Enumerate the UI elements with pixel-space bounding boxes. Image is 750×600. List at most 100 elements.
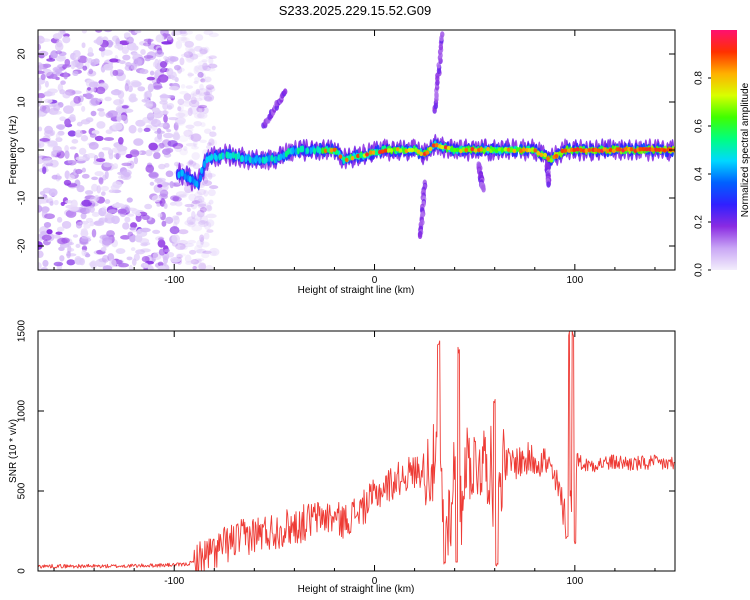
noise-blob: [129, 149, 140, 158]
snr-y-tick-label: 500: [17, 482, 28, 499]
noise-blob: [194, 244, 203, 254]
ridge-blob: [350, 156, 355, 161]
noise-blob: [131, 81, 142, 87]
noise-blob: [205, 213, 217, 219]
noise-blob: [119, 60, 126, 65]
noise-blob: [94, 135, 104, 142]
ridge-blob: [654, 147, 659, 152]
noise-blob: [98, 110, 106, 117]
noise-blob: [190, 90, 202, 98]
noise-blob: [95, 30, 103, 33]
noise-blob: [103, 137, 115, 141]
noise-blob: [88, 261, 96, 267]
ridge-blob: [608, 147, 613, 153]
noise-blob: [88, 141, 99, 150]
noise-blob: [38, 70, 45, 75]
noise-blob: [38, 126, 43, 132]
noise-blob: [66, 250, 71, 259]
noise-blob: [198, 92, 208, 101]
noise-blob: [107, 110, 118, 118]
noise-blob: [156, 202, 161, 207]
snr-series-line: [38, 331, 675, 571]
noise-blob: [179, 245, 188, 250]
ridge-blob: [557, 151, 562, 156]
noise-blob: [41, 234, 52, 241]
noise-blob: [192, 92, 198, 97]
spectrogram-noise-region: [38, 30, 220, 270]
noise-blob: [50, 151, 57, 158]
noise-blob: [193, 213, 203, 221]
noise-blob: [187, 73, 194, 77]
noise-blob: [116, 145, 128, 152]
noise-blob: [140, 49, 146, 55]
noise-blob: [102, 265, 113, 270]
noise-blob: [171, 234, 181, 244]
ridge-blob: [359, 153, 364, 158]
noise-blob: [124, 83, 129, 92]
ridge-blob: [205, 156, 209, 164]
noise-blob: [91, 211, 100, 217]
noise-blob: [133, 156, 139, 165]
noise-blob: [163, 132, 174, 139]
ridge-blob: [279, 153, 283, 161]
noise-blob: [177, 239, 188, 246]
noise-blob: [167, 140, 178, 147]
noise-blob: [159, 94, 170, 99]
noise-blob: [91, 228, 97, 238]
noise-blob: [65, 209, 77, 218]
noise-blob: [144, 203, 153, 210]
ridge-blob: [473, 148, 478, 153]
noise-blob: [192, 162, 200, 170]
snr-y-tick-label: 0: [17, 568, 28, 574]
noise-blob: [104, 212, 113, 218]
noise-blob: [55, 132, 61, 140]
noise-blob: [201, 180, 213, 186]
noise-blob: [63, 71, 68, 80]
ridge-blob: [419, 151, 424, 157]
noise-blob: [44, 80, 49, 88]
noise-blob: [88, 81, 99, 88]
noise-blob: [187, 161, 197, 168]
noise-blob: [206, 229, 214, 233]
noise-blob: [169, 56, 179, 62]
noise-blob: [175, 119, 186, 126]
ridge-blob: [611, 148, 616, 154]
ridge-blob: [431, 143, 436, 148]
ridge-blob: [446, 145, 451, 151]
noise-blob: [113, 153, 122, 159]
noise-blob: [196, 112, 208, 119]
spectrogram-y-tick-label: 20: [17, 48, 28, 60]
spectrogram-main-ridge: [175, 133, 675, 192]
noise-blob: [144, 90, 152, 99]
ridge-blob: [587, 147, 592, 153]
noise-blob: [175, 211, 183, 216]
noise-blob: [39, 138, 51, 142]
noise-blob: [205, 204, 213, 212]
noise-blob: [184, 203, 195, 208]
ridge-blob: [522, 147, 526, 152]
noise-blob: [198, 219, 206, 225]
noise-blob: [54, 42, 64, 52]
ridge-blob: [195, 180, 199, 188]
noise-blob: [188, 193, 197, 202]
ridge-blob: [291, 147, 295, 155]
noise-blob: [57, 83, 64, 92]
noise-blob: [87, 47, 94, 56]
noise-blob: [187, 71, 193, 78]
noise-blob: [211, 250, 217, 256]
noise-blob: [203, 91, 211, 96]
noise-blob: [65, 199, 73, 204]
noise-blob: [183, 184, 193, 194]
ridge-blob: [309, 147, 313, 155]
noise-blob: [38, 110, 42, 118]
noise-blob: [112, 163, 119, 169]
colorbar-gradient: [711, 30, 737, 270]
noise-blob: [127, 231, 134, 237]
noise-blob: [194, 191, 203, 198]
ridge-blob: [572, 147, 577, 153]
ridge-blob: [579, 147, 583, 153]
ridge-blob: [644, 147, 649, 152]
noise-blob: [38, 140, 45, 149]
noise-blob: [74, 53, 81, 60]
noise-blob: [107, 209, 118, 214]
